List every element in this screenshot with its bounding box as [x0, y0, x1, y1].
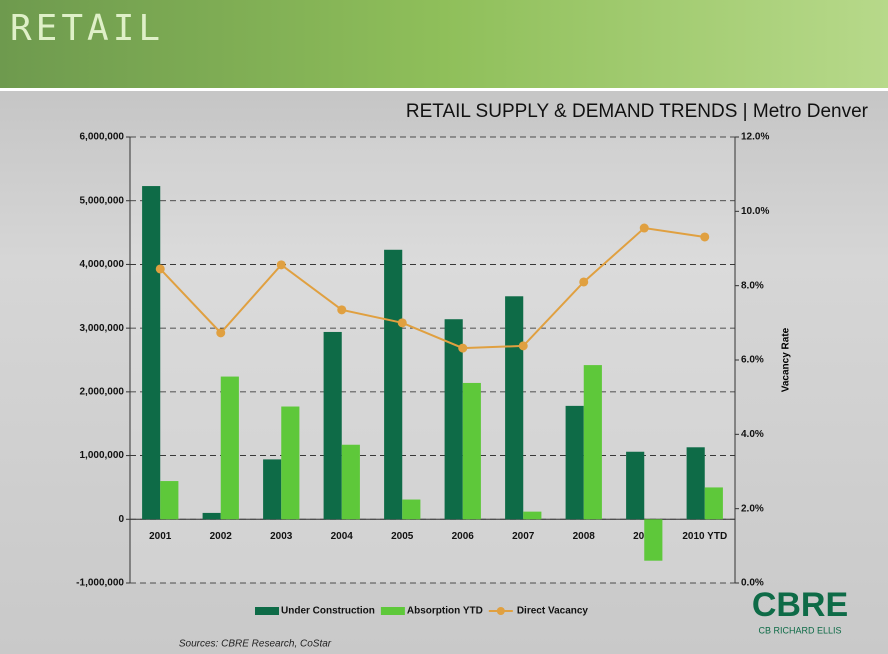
line-marker [277, 260, 286, 269]
line-marker [398, 318, 407, 327]
y-tick-label: 2,000,000 [80, 386, 125, 397]
y2-tick-label: 4.0% [741, 429, 764, 440]
bar [505, 296, 523, 519]
bar [342, 445, 360, 520]
legend-label: Direct Vacancy [517, 606, 589, 617]
bar [566, 406, 584, 519]
legend-swatch [381, 607, 405, 615]
legend-label: Under Construction [281, 606, 375, 617]
bar [705, 487, 723, 519]
bar [263, 459, 281, 519]
x-tick-label: 2002 [210, 531, 233, 542]
y-tick-label: -1,000,000 [76, 578, 124, 589]
y2-tick-label: 2.0% [741, 503, 764, 514]
bar [203, 513, 221, 519]
line-marker [216, 328, 225, 337]
line-marker [700, 232, 709, 241]
line-marker [337, 305, 346, 314]
x-tick-label: 2003 [270, 531, 293, 542]
y2-tick-label: 8.0% [741, 280, 764, 291]
y-tick-label: 5,000,000 [80, 195, 125, 206]
bar [142, 186, 160, 519]
bar [626, 452, 644, 520]
y-tick-label: 4,000,000 [80, 259, 125, 270]
bar [644, 519, 662, 560]
x-tick-label: 2006 [452, 531, 475, 542]
bar [281, 407, 299, 520]
x-tick-label: 2008 [573, 531, 596, 542]
bar [384, 250, 402, 520]
y-tick-label: 6,000,000 [80, 132, 125, 143]
bar [160, 481, 178, 519]
banner-title: RETAIL [10, 8, 164, 49]
logo: CBRE [752, 586, 848, 624]
y-tick-label: 1,000,000 [80, 450, 125, 461]
line-marker [156, 264, 165, 273]
chart-title: RETAIL SUPPLY & DEMAND TRENDS | Metro De… [406, 101, 869, 122]
slide: RETAIL RETAIL SUPPLY & DEMAND TRENDS | M… [0, 0, 888, 654]
x-tick-label: 2007 [512, 531, 535, 542]
legend-swatch [255, 607, 279, 615]
line-marker [579, 277, 588, 286]
y2-tick-label: 0.0% [741, 578, 764, 589]
y-tick-label: 3,000,000 [80, 323, 125, 334]
x-tick-label: 2001 [149, 531, 172, 542]
y2-tick-label: 10.0% [741, 206, 769, 217]
line-marker [519, 341, 528, 350]
y2-tick-label: 6.0% [741, 355, 764, 366]
legend-label: Absorption YTD [407, 606, 483, 617]
y2-axis-label: Vacancy Rate [781, 327, 792, 392]
logo-subtitle: CB RICHARD ELLIS [758, 625, 841, 635]
bar [463, 383, 481, 519]
y2-tick-label: 12.0% [741, 132, 769, 143]
bar [402, 500, 420, 520]
bar [523, 512, 541, 520]
source: Sources: CBRE Research, CoStar [179, 639, 332, 650]
bar [687, 447, 705, 519]
banner-rule [0, 88, 888, 91]
chart: RETAIL RETAIL SUPPLY & DEMAND TRENDS | M… [0, 0, 888, 654]
bar [221, 377, 239, 520]
line-marker [458, 344, 467, 353]
line-marker [640, 224, 649, 233]
x-tick-label: 2010 YTD [682, 531, 727, 542]
legend-swatch [497, 607, 505, 615]
y-tick-label: 0 [118, 514, 124, 525]
bar [324, 332, 342, 519]
x-tick-label: 2005 [391, 531, 414, 542]
x-tick-label: 2004 [331, 531, 354, 542]
bar [584, 365, 602, 519]
